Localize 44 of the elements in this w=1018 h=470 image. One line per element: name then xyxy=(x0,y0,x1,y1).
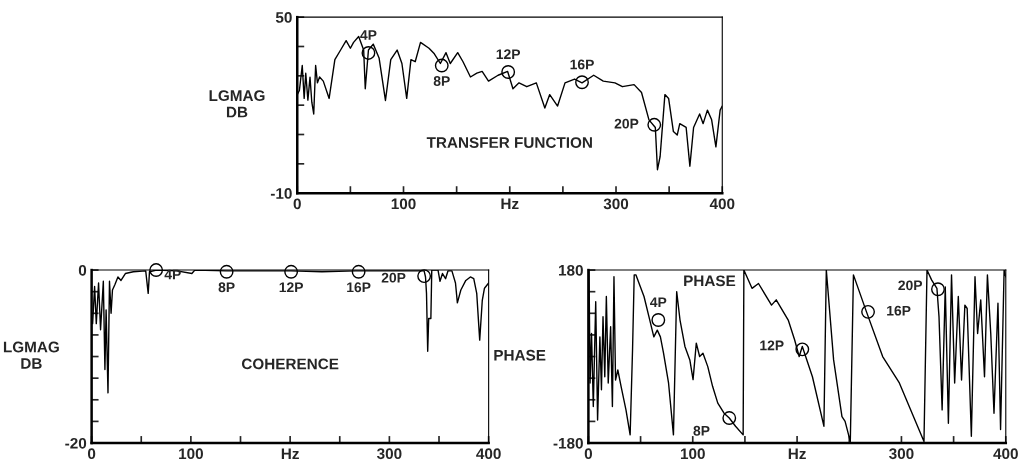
annotation: COHERENCE xyxy=(241,358,339,370)
annotation: 16P xyxy=(347,282,371,293)
annotation: 4P xyxy=(650,297,667,307)
y-tick-label: -10 xyxy=(270,188,292,199)
annotation: 12P xyxy=(496,49,521,59)
y-axis-title: LGMAG DB xyxy=(209,90,265,118)
x-tick-label: 400 xyxy=(709,198,735,210)
annotation: TRANSFER FUNCTION xyxy=(426,137,592,148)
annotation: 12P xyxy=(760,340,784,351)
x-tick-label: 0 xyxy=(87,448,96,460)
x-tick-label: 100 xyxy=(680,448,705,460)
annotation: 8P xyxy=(218,282,235,293)
x-tick-label: Hz xyxy=(501,198,519,210)
x-tick-label: 0 xyxy=(293,198,301,210)
annotation: 16P xyxy=(887,305,911,316)
x-tick-label: 300 xyxy=(603,198,629,210)
y-tick-label: 180 xyxy=(559,264,583,276)
x-tick-label: 300 xyxy=(376,448,402,460)
annotation: 16P xyxy=(570,59,594,70)
annotation: 20P xyxy=(614,118,639,129)
annotation: 8P xyxy=(693,425,710,436)
x-tick-label: Hz xyxy=(788,448,806,459)
annotation: PHASE xyxy=(684,275,736,287)
x-tick-label: 400 xyxy=(476,448,501,460)
point xyxy=(861,304,875,319)
annotation: 4P xyxy=(360,30,377,40)
x-tick-label: 0 xyxy=(584,448,593,460)
annotation: 4P xyxy=(164,269,181,280)
x-tick-label: 300 xyxy=(889,448,914,460)
y-axis-title: PHASE xyxy=(494,349,546,361)
annotation: 20P xyxy=(898,280,923,291)
y-tick-label: -180 xyxy=(553,437,583,449)
point xyxy=(722,411,737,425)
x-tick-label: 100 xyxy=(179,448,203,460)
annotation: 20P xyxy=(381,272,406,283)
annotation: 12P xyxy=(279,282,303,293)
x-tick-label: 400 xyxy=(993,448,1018,460)
annotation: 8P xyxy=(433,76,450,86)
y-tick-label: 50 xyxy=(275,12,292,23)
x-tick-label: 100 xyxy=(391,198,416,210)
y-tick-label: -20 xyxy=(65,437,87,449)
y-axis-title: LGMAG DB xyxy=(3,341,59,369)
point xyxy=(931,282,945,297)
x-tick-label: Hz xyxy=(281,448,299,459)
